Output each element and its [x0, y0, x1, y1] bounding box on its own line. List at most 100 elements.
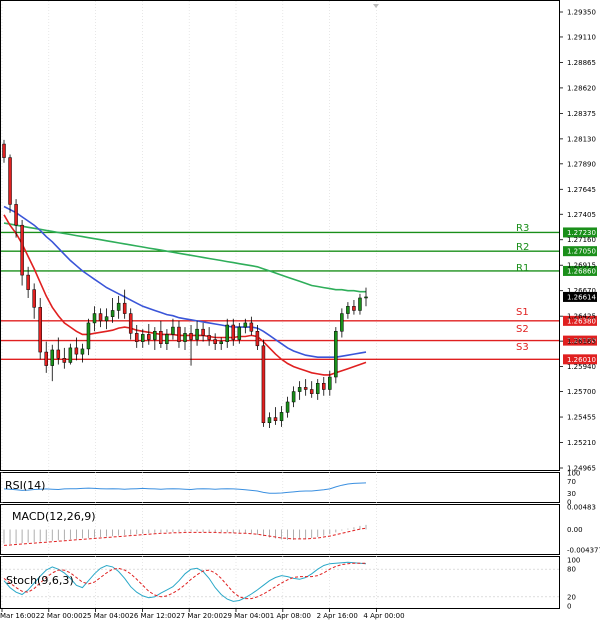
candle-body: [261, 345, 266, 424]
macd-title: MACD(12,26,9): [12, 510, 96, 523]
candle-body: [334, 331, 338, 378]
level-label-R1: R1: [516, 263, 529, 274]
candle-body: [20, 224, 24, 276]
candle-body: [255, 331, 260, 347]
candle-body: [358, 297, 362, 311]
candle-body: [237, 326, 242, 340]
macd-tick-label: -0.004377: [567, 547, 600, 555]
price-tick-label: 1.28130: [567, 135, 596, 143]
candle-body: [56, 349, 61, 359]
candle-body: [38, 307, 42, 353]
candle-body: [116, 302, 121, 311]
rsi-title: RSI(14): [5, 479, 45, 492]
rsi-line: [3, 482, 367, 494]
level-price-box-S2: [563, 335, 597, 346]
stoch-tick-label: 100: [567, 557, 580, 565]
moving-average-ma_mid: [3, 205, 367, 358]
candle-body: [267, 417, 272, 424]
candle-body: [92, 313, 97, 324]
stoch-title: Stoch(9,6,3): [6, 574, 74, 587]
time-tick-label: 2 Apr 16:00: [317, 612, 358, 620]
current-price-box: [563, 291, 597, 302]
level-price-value-S1: 1.26380: [567, 317, 596, 325]
candle-body: [303, 387, 308, 390]
price-tick-label: 1.28865: [567, 59, 596, 67]
time-tick-label: Mar 16:00: [0, 612, 36, 620]
candle-body: [328, 376, 332, 390]
candle-body: [340, 313, 344, 332]
candle-body: [134, 333, 139, 342]
candle-body: [68, 347, 73, 363]
stoch-tick-label: 0: [567, 603, 571, 611]
level-label-S2: S2: [516, 324, 529, 335]
candle-body: [346, 306, 350, 314]
candle-body: [183, 333, 187, 342]
level-price-box-S1: [563, 315, 597, 326]
rsi-tick-label: 70: [567, 478, 576, 486]
rsi-panel-frame: [0, 472, 560, 503]
candle-body: [128, 313, 133, 334]
stoch-tick-label: 80: [567, 566, 576, 574]
candle-body: [213, 339, 217, 344]
rsi-tick-label: 30: [567, 490, 576, 498]
stoch-tick-label: 20: [567, 593, 576, 601]
time-tick-label: 26 Mar 12:00: [129, 612, 176, 620]
candle-body: [291, 391, 296, 403]
time-tick-label: 29 Mar 04:00: [223, 612, 270, 620]
stoch-d-line: [3, 562, 366, 600]
price-tick-label: 1.24965: [567, 465, 596, 473]
candle-body: [189, 333, 193, 340]
time-tick-label: 27 Mar 20:00: [176, 612, 223, 620]
candle-body: [62, 358, 67, 363]
level-price-value-R1: 1.26860: [567, 267, 596, 275]
scroll-marker-icon[interactable]: [373, 4, 379, 8]
macd-panel-frame: [0, 504, 560, 555]
candle-body: [153, 331, 157, 340]
macd-signal-line: [3, 527, 367, 546]
candle-body: [352, 306, 356, 311]
candle-body: [195, 328, 199, 340]
price-tick-label: 1.25700: [567, 388, 596, 396]
rsi-tick-label: 0: [567, 499, 571, 507]
candle-body: [207, 335, 211, 340]
candle-body: [110, 310, 115, 317]
stoch-k-line: [3, 561, 367, 602]
moving-average-ma_slow: [3, 222, 366, 293]
price-tick-label: 1.27160: [567, 236, 596, 244]
price-tick-label: 1.25455: [567, 414, 596, 422]
candle-body: [225, 324, 229, 342]
time-axis: Mar 16:00 22 Mar 00:00 25 Mar 04:00 26 Mar …: [0, 608, 405, 620]
level-price-box-R3: [563, 227, 597, 238]
candle-body: [243, 322, 248, 328]
candle-body: [322, 382, 326, 390]
price-tick-label: 1.29350: [567, 9, 596, 17]
candle-body: [86, 322, 91, 350]
candle-body: [104, 316, 109, 322]
candle-body: [50, 349, 55, 366]
candle-body: [249, 322, 254, 332]
candle-body: [231, 324, 236, 340]
candle-body: [147, 334, 151, 340]
time-tick-label: 22 Mar 00:00: [36, 612, 83, 620]
level-label-S1: S1: [516, 307, 529, 318]
main-panel-frame: [0, 0, 560, 471]
level-label-R2: R2: [516, 242, 529, 253]
price-tick-label: 1.27890: [567, 160, 596, 168]
level-price-box-R1: [563, 265, 597, 276]
rsi-tick-label: 100: [567, 470, 580, 478]
candles: [2, 139, 368, 428]
candle-body: [74, 347, 79, 355]
price-tick-label: 1.25210: [567, 439, 596, 447]
candle-body: [14, 204, 18, 226]
candle-body: [165, 334, 169, 344]
candle-body: [171, 326, 175, 335]
price-tick-label: 1.26185: [567, 338, 596, 346]
time-tick-label: 1 Apr 08:00: [270, 612, 311, 620]
candle-body: [177, 326, 181, 342]
level-price-box-R2: [563, 246, 597, 257]
candle-body: [159, 331, 163, 344]
candle-body: [26, 274, 30, 290]
time-tick-label: 4 Apr 00:00: [363, 612, 404, 620]
